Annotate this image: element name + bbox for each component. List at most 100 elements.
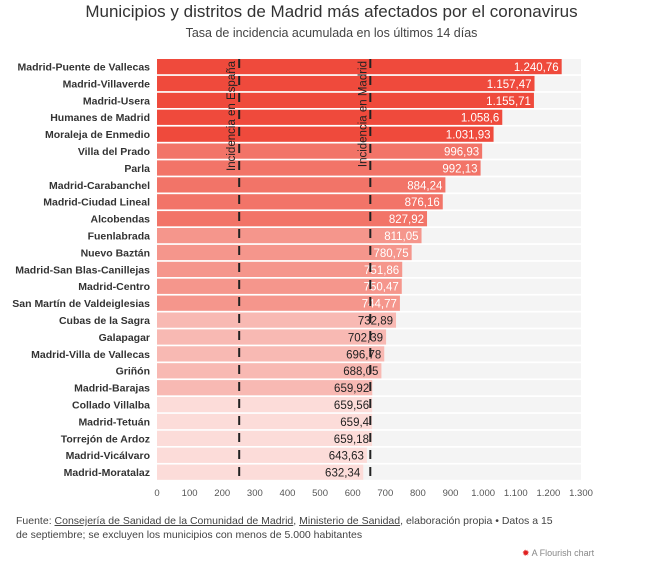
category-label: Alcobendas [90, 214, 150, 226]
category-label: Madrid-Carabanchel [49, 180, 150, 192]
x-tick-label: 1.300 [569, 488, 593, 499]
bar [157, 59, 562, 75]
value-label: 643,63 [329, 451, 364, 463]
category-label: Torrejón de Ardoz [61, 433, 150, 445]
bar [157, 397, 373, 413]
bar [157, 447, 367, 463]
x-tick-label: 1.000 [471, 488, 495, 499]
bar [157, 244, 412, 261]
bar [157, 329, 387, 345]
category-label: Madrid-Moratalaz [64, 467, 150, 479]
category-label: Madrid-Villaverde [63, 78, 150, 90]
source-footer: Fuente: Consejería de Sanidad de la Comu… [16, 514, 556, 542]
x-tick-label: 1.100 [504, 488, 528, 499]
flourish-credit[interactable]: ✹ A Flourish chart [522, 548, 594, 559]
value-label: 827,92 [389, 214, 424, 226]
x-tick-label: 1.200 [536, 488, 560, 499]
bar [157, 126, 494, 142]
bar [157, 464, 364, 480]
value-label: 696,78 [346, 349, 381, 361]
bar [157, 363, 382, 379]
category-label: Madrid-Puente de Vallecas [18, 62, 151, 74]
bar-chart: Madrid-Puente de Vallecas 1.240,76 Madrid-… [12, 59, 593, 499]
value-label: 632,34 [325, 468, 361, 480]
bar [157, 228, 422, 244]
bar [157, 430, 372, 446]
x-tick-label: 0 [154, 488, 159, 499]
footer-sep: , [293, 515, 300, 527]
category-label: San Martín de Valdeiglesias [12, 298, 150, 310]
reference-line-label: Incidencia en España [226, 60, 238, 171]
bar [157, 312, 397, 328]
category-label: Madrid-Vicálvaro [66, 450, 150, 462]
category-label: Madrid-San Blas-Canillejas [15, 264, 150, 276]
bar [157, 109, 503, 125]
bar [157, 295, 400, 311]
category-label: Madrid-Usera [83, 95, 150, 107]
category-label: Griñón [116, 366, 150, 378]
bar [157, 143, 483, 159]
bar [157, 413, 373, 430]
value-label: 750,47 [364, 282, 399, 294]
value-label: 811,05 [384, 231, 418, 243]
category-label: Villa del Prado [78, 146, 150, 158]
footer-suffix: , elaboración propia • Datos a 15 de sep… [16, 515, 553, 541]
x-tick-label: 300 [247, 488, 263, 499]
value-label: 659,18 [334, 434, 369, 446]
x-tick-label: 200 [214, 488, 230, 499]
chart-title: Municipios y distritos de Madrid más afe… [85, 2, 578, 21]
source-link-consejeria[interactable]: Consejería de Sanidad de la Comunidad de… [54, 515, 294, 527]
category-label: Madrid-Centro [78, 281, 150, 293]
bar [157, 194, 443, 210]
flourish-logo-icon: ✹ [522, 548, 530, 558]
value-label: 1.058,6 [461, 113, 499, 125]
value-label: 751,86 [364, 265, 399, 277]
category-label: Galapagar [99, 332, 150, 344]
category-label: Madrid-Tetuán [78, 416, 150, 428]
category-label: Collado Villalba [72, 400, 150, 412]
bar [157, 278, 402, 294]
bar [157, 380, 373, 396]
x-tick-label: 700 [377, 488, 393, 499]
value-label: 1.031,93 [446, 130, 491, 142]
credit-text: A Flourish chart [531, 548, 595, 558]
bar [157, 177, 446, 193]
bar [157, 160, 481, 176]
bar [157, 92, 534, 108]
source-link-ministerio[interactable]: Ministerio de Sanidad [299, 515, 401, 527]
footer-prefix: Fuente: [16, 515, 55, 527]
value-label: 659,92 [334, 383, 369, 395]
x-tick-label: 600 [345, 488, 361, 499]
category-label: Madrid-Ciudad Lineal [43, 197, 150, 209]
chart-subtitle: Tasa de incidencia acumulada en los últi… [185, 26, 478, 40]
value-label: 744,77 [362, 299, 397, 311]
bar [157, 211, 428, 227]
value-label: 1.240,76 [514, 62, 559, 74]
value-label: 688,05 [343, 366, 378, 378]
bar [157, 75, 535, 92]
value-label: 992,13 [442, 163, 477, 175]
x-tick-label: 400 [280, 488, 296, 499]
category-label: Fuenlabrada [88, 231, 151, 243]
bar [157, 346, 385, 362]
x-tick-label: 900 [443, 488, 459, 499]
value-label: 780,75 [373, 248, 408, 260]
category-label: Parla [124, 163, 150, 175]
category-label: Nuevo Baztán [81, 247, 150, 259]
x-tick-label: 100 [182, 488, 198, 499]
value-label: 884,24 [407, 180, 443, 192]
x-tick-label: 500 [312, 488, 328, 499]
value-label: 659,56 [334, 400, 369, 412]
category-label: Cubas de la Sagra [59, 315, 150, 327]
value-label: 702,39 [348, 332, 383, 344]
value-label: 876,16 [405, 197, 440, 209]
reference-line-label: Incidencia en Madrid [357, 61, 369, 167]
category-label: Madrid-Barajas [74, 383, 150, 395]
value-label: 732,89 [358, 316, 393, 328]
value-label: 1.155,71 [486, 96, 531, 108]
bar [157, 261, 403, 277]
category-label: Humanes de Madrid [50, 112, 150, 124]
x-tick-label: 800 [410, 488, 426, 499]
category-label: Madrid-Villa de Vallecas [31, 349, 150, 361]
value-label: 659,4 [340, 417, 369, 429]
